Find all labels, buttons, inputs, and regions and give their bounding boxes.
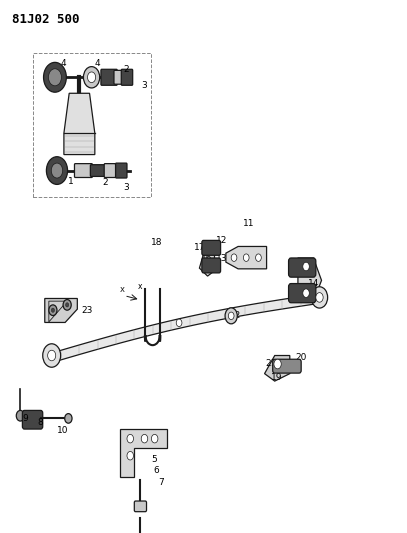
Circle shape bbox=[46, 157, 68, 184]
Text: 15: 15 bbox=[298, 265, 309, 273]
Circle shape bbox=[51, 308, 55, 312]
Circle shape bbox=[43, 344, 61, 367]
FancyBboxPatch shape bbox=[104, 164, 116, 177]
Circle shape bbox=[151, 434, 158, 443]
Text: 20: 20 bbox=[295, 353, 307, 361]
Text: 8: 8 bbox=[37, 418, 43, 427]
Text: 5: 5 bbox=[151, 455, 157, 464]
Text: 1: 1 bbox=[68, 177, 74, 185]
FancyBboxPatch shape bbox=[101, 69, 117, 85]
Text: 9: 9 bbox=[22, 414, 28, 423]
FancyBboxPatch shape bbox=[202, 258, 221, 273]
Text: 17: 17 bbox=[194, 244, 205, 252]
Circle shape bbox=[141, 434, 148, 443]
Text: 23: 23 bbox=[82, 306, 93, 314]
Text: 4: 4 bbox=[60, 60, 66, 68]
Circle shape bbox=[176, 319, 182, 327]
Circle shape bbox=[228, 312, 234, 320]
Circle shape bbox=[231, 254, 237, 261]
Text: 3: 3 bbox=[142, 81, 147, 90]
Text: 6: 6 bbox=[154, 466, 160, 474]
FancyBboxPatch shape bbox=[90, 165, 105, 176]
Circle shape bbox=[274, 359, 281, 369]
Circle shape bbox=[66, 303, 69, 307]
Text: x: x bbox=[120, 285, 125, 294]
Text: x: x bbox=[138, 282, 143, 291]
FancyBboxPatch shape bbox=[121, 69, 133, 85]
Text: 21: 21 bbox=[265, 359, 276, 368]
FancyBboxPatch shape bbox=[202, 240, 221, 255]
Polygon shape bbox=[64, 93, 95, 155]
FancyBboxPatch shape bbox=[22, 410, 43, 429]
Circle shape bbox=[225, 308, 237, 324]
Text: 11: 11 bbox=[243, 220, 254, 228]
Circle shape bbox=[311, 287, 328, 308]
Text: 81J02 500: 81J02 500 bbox=[12, 13, 80, 26]
FancyBboxPatch shape bbox=[114, 70, 124, 84]
FancyBboxPatch shape bbox=[134, 501, 147, 512]
Circle shape bbox=[63, 300, 71, 310]
Circle shape bbox=[49, 305, 57, 316]
Circle shape bbox=[243, 254, 249, 261]
Text: 3: 3 bbox=[123, 183, 129, 192]
Circle shape bbox=[48, 69, 61, 86]
Text: 2: 2 bbox=[123, 65, 129, 74]
Circle shape bbox=[88, 72, 96, 83]
Text: 14: 14 bbox=[308, 279, 319, 288]
Text: 4: 4 bbox=[95, 60, 101, 68]
Polygon shape bbox=[199, 247, 214, 276]
Circle shape bbox=[16, 410, 24, 421]
Text: 18: 18 bbox=[151, 238, 162, 247]
FancyBboxPatch shape bbox=[289, 258, 316, 277]
Text: 10: 10 bbox=[57, 426, 69, 435]
Polygon shape bbox=[298, 258, 322, 302]
Text: 16: 16 bbox=[201, 254, 212, 263]
Circle shape bbox=[48, 350, 56, 361]
FancyBboxPatch shape bbox=[289, 284, 316, 303]
Circle shape bbox=[44, 62, 66, 92]
Circle shape bbox=[316, 293, 323, 302]
Circle shape bbox=[127, 434, 133, 443]
Polygon shape bbox=[45, 298, 77, 322]
FancyBboxPatch shape bbox=[116, 163, 127, 178]
Polygon shape bbox=[120, 429, 167, 477]
Circle shape bbox=[127, 451, 133, 460]
FancyBboxPatch shape bbox=[273, 359, 301, 373]
Text: 13: 13 bbox=[216, 254, 228, 263]
Text: 2: 2 bbox=[102, 178, 108, 187]
Polygon shape bbox=[226, 246, 267, 269]
Circle shape bbox=[303, 262, 309, 271]
Text: 12: 12 bbox=[216, 237, 228, 245]
Polygon shape bbox=[265, 356, 290, 381]
Circle shape bbox=[51, 163, 63, 178]
Circle shape bbox=[65, 414, 72, 423]
FancyBboxPatch shape bbox=[74, 164, 92, 177]
Text: 19: 19 bbox=[271, 373, 282, 382]
Circle shape bbox=[83, 67, 100, 88]
Circle shape bbox=[256, 254, 261, 261]
Circle shape bbox=[303, 289, 309, 297]
Text: 7: 7 bbox=[158, 478, 164, 487]
Text: 22: 22 bbox=[229, 311, 241, 320]
Polygon shape bbox=[47, 293, 324, 364]
